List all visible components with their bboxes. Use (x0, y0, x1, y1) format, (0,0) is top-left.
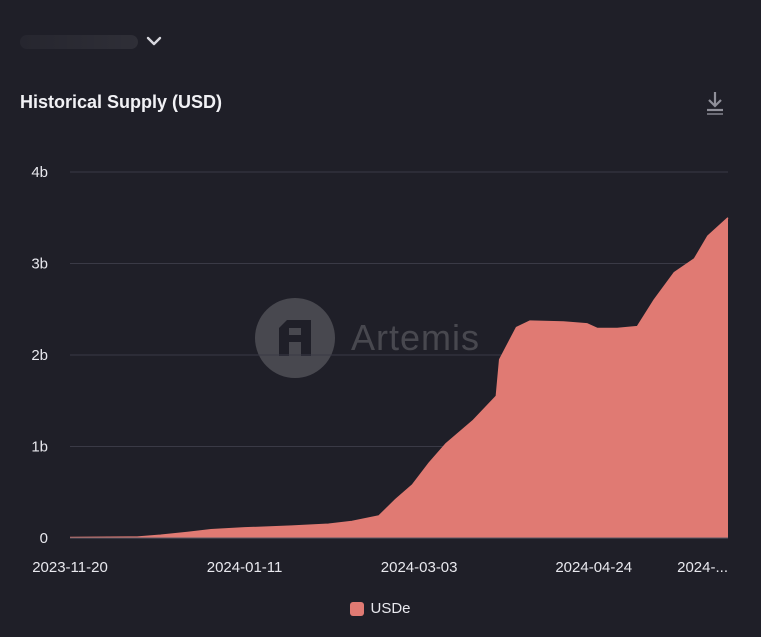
x-tick-label: 2024-... (677, 559, 728, 576)
x-tick-label: 2024-04-24 (555, 559, 632, 576)
y-tick-label: 3b (31, 256, 48, 273)
series-line-usde (69, 217, 729, 539)
y-tick-label: 1b (31, 439, 48, 456)
x-tick-label: 2023-11-20 (32, 559, 108, 576)
area-layer (69, 217, 729, 539)
x-tick-label: 2024-03-03 (381, 559, 458, 576)
legend: USDe (0, 600, 761, 617)
asset-selector-value (20, 35, 138, 49)
download-button[interactable] (700, 88, 730, 118)
legend-swatch (350, 601, 365, 616)
y-tick-label: 2b (31, 347, 48, 364)
series-area-usde (70, 217, 728, 538)
x-tick-label: 2024-01-11 (207, 559, 283, 576)
chevron-down-icon (146, 34, 162, 50)
chart-title: Historical Supply (USD) (20, 92, 223, 112)
download-icon (707, 92, 723, 115)
axis-layer: 0 1b 2b 3b 4b 2023-11-20 2024-01-11 2024-03-03 2… (31, 164, 728, 576)
asset-selector[interactable] (20, 30, 162, 54)
y-tick-label: 0 (40, 530, 48, 547)
y-tick-label: 4b (31, 164, 48, 181)
legend-label: USDe (370, 600, 411, 617)
